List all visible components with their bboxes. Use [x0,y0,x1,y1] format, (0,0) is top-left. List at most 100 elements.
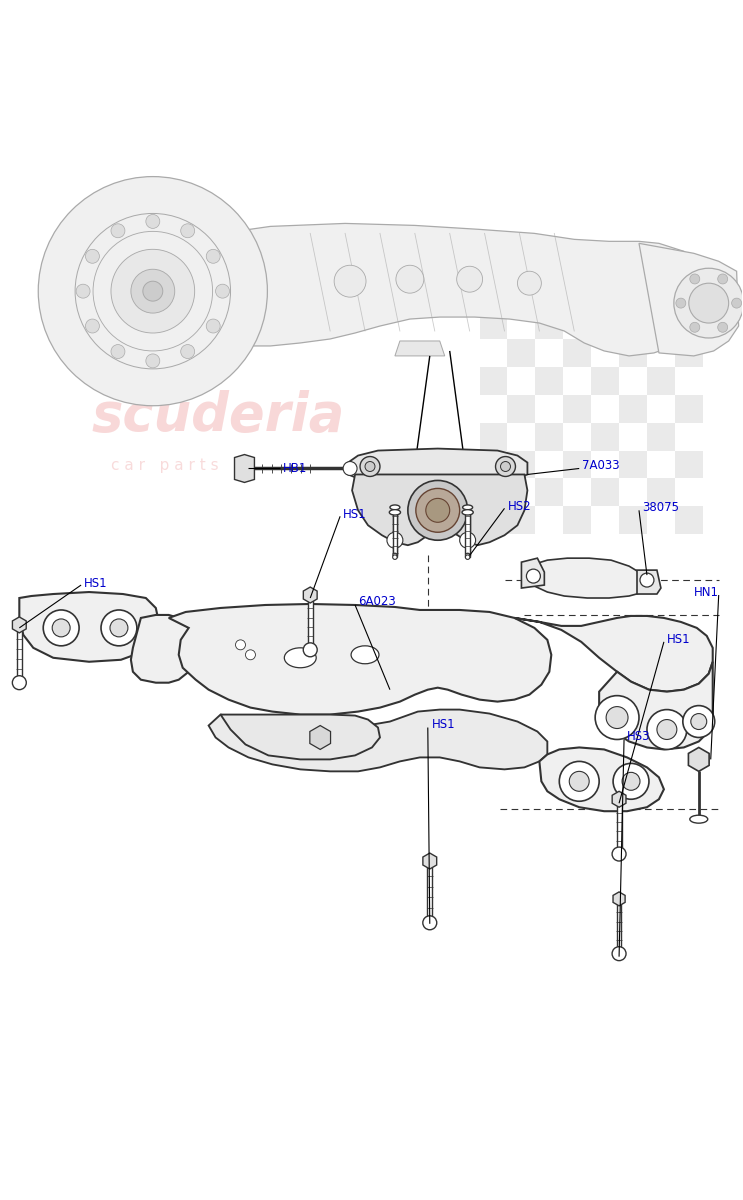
Circle shape [408,480,467,540]
Circle shape [732,298,742,308]
Circle shape [76,284,90,298]
Circle shape [559,761,599,802]
Text: HS1: HS1 [84,576,108,589]
Circle shape [146,215,160,228]
Circle shape [52,619,70,637]
Polygon shape [136,223,704,356]
Circle shape [691,714,707,730]
Bar [563,450,591,479]
Ellipse shape [390,505,400,510]
Circle shape [236,640,245,650]
Polygon shape [308,595,313,650]
Circle shape [387,533,403,548]
Bar [647,422,675,450]
Circle shape [690,323,700,332]
Circle shape [111,344,125,359]
Ellipse shape [351,646,379,664]
Polygon shape [131,614,195,683]
Text: HS1: HS1 [432,718,455,731]
Bar [675,338,703,367]
Circle shape [606,707,628,728]
Bar [507,506,536,534]
Circle shape [613,763,649,799]
Polygon shape [17,625,22,683]
Circle shape [93,232,212,350]
Circle shape [43,610,79,646]
Ellipse shape [462,510,473,515]
Circle shape [416,488,460,533]
Polygon shape [235,455,254,482]
Ellipse shape [389,510,400,515]
Bar [563,506,591,534]
Polygon shape [310,726,331,750]
Circle shape [718,323,727,332]
Bar [675,450,703,479]
Polygon shape [392,512,398,557]
Bar [536,422,563,450]
Circle shape [101,610,137,646]
Circle shape [13,676,26,690]
Bar [479,422,507,450]
Circle shape [423,916,437,930]
Polygon shape [522,558,545,588]
Bar [591,367,619,395]
Circle shape [466,553,470,557]
Text: HS3: HS3 [627,730,651,743]
Circle shape [207,250,220,263]
Bar [536,311,563,338]
Polygon shape [209,709,548,772]
Bar [479,479,507,506]
Circle shape [215,284,230,298]
Polygon shape [13,617,26,632]
Bar [619,450,647,479]
Bar [536,479,563,506]
Polygon shape [303,587,317,602]
Ellipse shape [690,815,708,823]
Circle shape [303,643,317,656]
Circle shape [181,344,195,359]
Circle shape [426,498,450,522]
Circle shape [111,250,195,334]
Polygon shape [427,862,432,923]
Circle shape [334,265,366,298]
Polygon shape [352,474,528,545]
Circle shape [393,553,397,557]
Polygon shape [613,892,625,906]
Bar [619,338,647,367]
Circle shape [245,650,256,660]
Circle shape [689,283,729,323]
Bar [507,395,536,422]
Bar [591,311,619,338]
Bar [563,395,591,422]
Bar [647,367,675,395]
Bar [619,506,647,534]
Circle shape [501,462,510,472]
Polygon shape [639,244,739,356]
Circle shape [569,772,589,791]
Bar [675,395,703,422]
Circle shape [517,271,542,295]
Bar [507,450,536,479]
Text: HB1: HB1 [283,462,308,475]
Bar [591,479,619,506]
Circle shape [131,269,175,313]
Ellipse shape [285,648,317,667]
Circle shape [595,696,639,739]
Circle shape [85,250,100,263]
Circle shape [683,706,715,738]
Bar [647,311,675,338]
Circle shape [460,533,476,548]
Text: c a r   p a r t s: c a r p a r t s [111,458,218,474]
Circle shape [527,569,540,583]
Polygon shape [637,570,661,594]
Polygon shape [514,616,713,691]
Bar [507,338,536,367]
Circle shape [647,709,687,750]
Circle shape [360,456,380,476]
Polygon shape [465,512,470,557]
Ellipse shape [463,505,473,510]
Polygon shape [221,714,380,760]
Text: HN1: HN1 [694,586,718,599]
Polygon shape [617,799,622,854]
Bar [536,367,563,395]
